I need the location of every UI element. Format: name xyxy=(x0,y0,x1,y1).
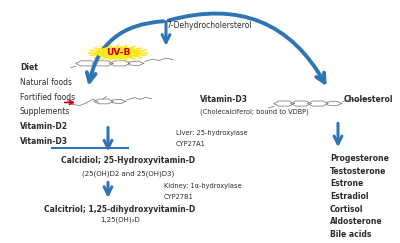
Text: Estradiol: Estradiol xyxy=(330,192,368,201)
Text: CYP27A1: CYP27A1 xyxy=(176,141,206,147)
Text: 7-Dehydrocholersterol: 7-Dehydrocholersterol xyxy=(166,21,252,30)
Text: Liver: 25-hydroxylase: Liver: 25-hydroxylase xyxy=(176,130,248,136)
Text: Kidney: 1α-hydroxylase: Kidney: 1α-hydroxylase xyxy=(164,183,242,189)
Ellipse shape xyxy=(97,47,139,59)
Text: Fortified foods: Fortified foods xyxy=(20,93,75,102)
Text: Vitamin-D2: Vitamin-D2 xyxy=(20,122,68,131)
Text: 1,25(OH)₂D: 1,25(OH)₂D xyxy=(100,217,140,223)
Text: Bile acids: Bile acids xyxy=(330,230,371,239)
Text: Diet: Diet xyxy=(20,63,38,72)
Text: (Cholecalciferol; bound to VDBP): (Cholecalciferol; bound to VDBP) xyxy=(200,109,309,115)
Text: Calcitriol; 1,25-dihydroxyvitamin-D: Calcitriol; 1,25-dihydroxyvitamin-D xyxy=(44,205,196,214)
Text: Vitamin-D3: Vitamin-D3 xyxy=(20,137,68,146)
Text: Testosterone: Testosterone xyxy=(330,167,386,176)
Text: Cholesterol: Cholesterol xyxy=(344,95,394,104)
Text: Progesterone: Progesterone xyxy=(330,154,389,163)
Text: Supplements: Supplements xyxy=(20,107,70,116)
Text: Vitamin-D3: Vitamin-D3 xyxy=(200,95,248,104)
Text: UV-B: UV-B xyxy=(106,48,130,57)
Text: Estrone: Estrone xyxy=(330,179,363,188)
Text: CYP27B1: CYP27B1 xyxy=(164,193,194,200)
Text: Natural foods: Natural foods xyxy=(20,78,72,87)
Text: Cortisol: Cortisol xyxy=(330,205,364,214)
Text: Calcidiol; 25-Hydroxyvitamin-D: Calcidiol; 25-Hydroxyvitamin-D xyxy=(61,156,195,165)
Text: Aldosterone: Aldosterone xyxy=(330,217,383,226)
Text: (25(OH)D2 and 25(OH)D3): (25(OH)D2 and 25(OH)D3) xyxy=(82,170,174,176)
